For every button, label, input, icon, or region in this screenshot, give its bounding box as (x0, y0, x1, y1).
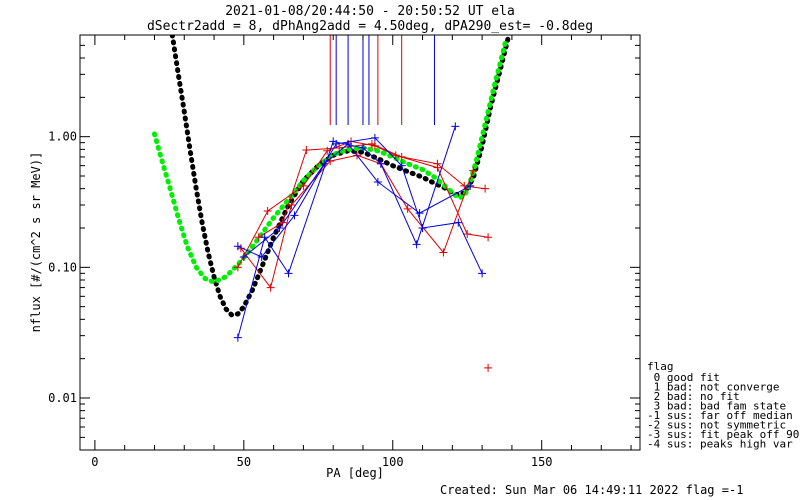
series-0-point (263, 206, 272, 215)
series-2-point (302, 146, 311, 155)
series-5-point (290, 211, 299, 220)
series-1 (236, 151, 478, 292)
series-6 (239, 139, 475, 261)
series-5 (233, 133, 487, 278)
series-5-point (418, 224, 427, 233)
series-6-point (415, 209, 424, 218)
series-6-point (320, 159, 329, 168)
series-5-point (454, 218, 463, 227)
series-0-line (237, 140, 489, 268)
series-0-point (463, 229, 472, 238)
legend-entry: 3 bad: bad fam state (647, 400, 786, 413)
series-5-point (397, 161, 406, 170)
y-tick-label: 0.10 (48, 260, 77, 274)
footer-created: Created: Sun Mar 06 14:49:11 2022 flag =… (440, 483, 743, 497)
series-4-point (451, 122, 460, 131)
legend-entry: 1 bad: not converge (647, 381, 779, 394)
series-2-point (367, 139, 376, 148)
legend-entry: 2 bad: no fit (647, 390, 740, 403)
series-5-point (332, 139, 341, 148)
legend-header: flag (647, 360, 674, 373)
legend-entry: -4 sus: peaks high var (647, 438, 793, 451)
plot-frame (79, 34, 641, 451)
series-2 (254, 139, 490, 242)
series-4-point (233, 333, 242, 342)
legend-entry: -3 sus: fit peak off 90 (647, 428, 799, 441)
y-axis: 0.01 0.10 1.00 (48, 34, 640, 451)
series-2-point (278, 218, 287, 227)
legend-entry: -2 sus: not symmetric (647, 419, 786, 432)
series-1-point (403, 204, 412, 213)
series-5-point (370, 133, 379, 142)
series-4-point (358, 143, 367, 152)
chart-title-line2: dSectr2add = 8, dPhAng2add = 4.50deg, dP… (147, 19, 593, 34)
series-5-point (257, 252, 266, 261)
y-tick-label: 1.00 (48, 130, 77, 144)
flag-legend: flag 0 good fit 1 bad: not converge 2 ba… (647, 360, 799, 451)
series-2-point (335, 143, 344, 152)
series-1-point (469, 166, 478, 175)
series-4-point (412, 240, 421, 249)
fit-curve-0 (169, 35, 512, 318)
series-0-point (233, 263, 242, 272)
series-2-point (433, 159, 442, 168)
series-4-point (284, 269, 293, 278)
series-0-point (299, 181, 308, 190)
x-axis: 0 50 100 150 (91, 35, 632, 469)
series-6-point (239, 252, 248, 261)
vertical-markers (329, 35, 435, 125)
series-6-point (344, 139, 353, 148)
x-tick-label: 150 (531, 455, 553, 469)
series-1-point (439, 248, 448, 257)
series-5-point (233, 242, 242, 251)
x-tick-label: 100 (382, 455, 404, 469)
legend-entry: 0 good fit (647, 371, 720, 384)
fit-curves (152, 35, 512, 318)
series-6-point (373, 177, 382, 186)
series-5-point (478, 269, 487, 278)
x-axis-label: PA [deg] (326, 466, 384, 480)
x-tick-label: 50 (237, 455, 251, 469)
series-1-point (266, 283, 275, 292)
x-tick-label: 0 (91, 455, 98, 469)
y-axis-label: nflux [#/(cm^2 s sr MeV)] (29, 152, 43, 333)
y-tick-label: 0.01 (48, 391, 77, 405)
series-3-point (484, 363, 493, 372)
series-2-point (481, 184, 490, 193)
series-6-point (275, 224, 284, 233)
series-4-point (376, 159, 385, 168)
series-6-line (243, 143, 471, 258)
series-0-point (484, 233, 493, 242)
series-2-point (397, 152, 406, 161)
series-6-point (466, 181, 475, 190)
series-3 (484, 363, 493, 372)
data-series (233, 122, 493, 372)
series-1-line (240, 154, 474, 289)
legend-entry: -1 sus: far off median (647, 409, 793, 422)
chart-title-line1: 2021-01-08/20:44:50 - 20:50:52 UT ela (225, 4, 515, 19)
